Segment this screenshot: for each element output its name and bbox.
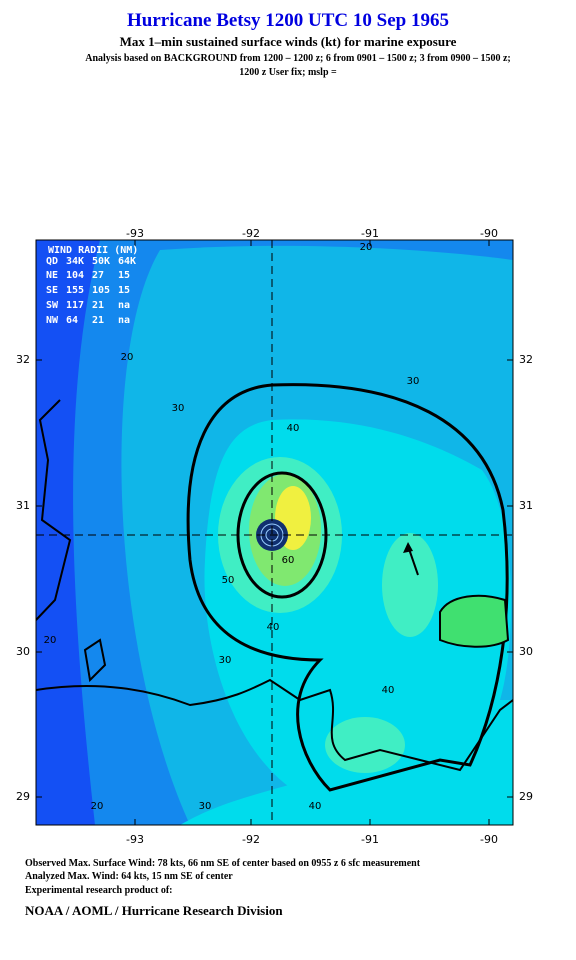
contour-34kt bbox=[186, 383, 509, 792]
lon-tick-label: -90 bbox=[480, 833, 498, 846]
lon-tick-label: -93 bbox=[126, 227, 144, 240]
lat-tick-label: 31 bbox=[519, 499, 533, 512]
lon-tick-label: -90 bbox=[480, 227, 498, 240]
contour-label: 20 bbox=[44, 635, 57, 646]
lat-tick-label: 29 bbox=[519, 790, 533, 803]
map bbox=[36, 240, 513, 825]
wind-radii-cell: 21 bbox=[92, 300, 104, 311]
wind-radii-title: WIND RADII (NM) bbox=[48, 245, 138, 256]
wind-radii-cell: 105 bbox=[92, 285, 110, 296]
wind-radii-cell: 104 bbox=[66, 270, 84, 281]
lake bbox=[439, 594, 510, 648]
experimental-note: Experimental research product of: bbox=[25, 885, 172, 896]
lat-tick-label: 29 bbox=[16, 790, 30, 803]
wind-radii-header: 34K bbox=[66, 256, 84, 267]
lon-tick-label: -93 bbox=[126, 833, 144, 846]
observed-wind: Observed Max. Surface Wind: 78 kts, 66 n… bbox=[25, 858, 421, 869]
contour-label: 20 bbox=[91, 801, 104, 812]
lon-tick-label: -92 bbox=[242, 227, 260, 240]
contour-label: 40 bbox=[287, 423, 300, 434]
title: Hurricane Betsy 1200 UTC 10 Sep 1965 bbox=[127, 10, 449, 31]
contour-label: 30 bbox=[199, 801, 212, 812]
lat-tick-label: 32 bbox=[519, 353, 533, 366]
subtitle: Max 1–min sustained surface winds (kt) f… bbox=[120, 34, 457, 49]
contour-label: 30 bbox=[407, 376, 420, 387]
wind-radii-cell: 21 bbox=[92, 315, 104, 326]
wind-radii-cell: SW bbox=[46, 300, 59, 311]
contour-label: 60 bbox=[282, 555, 295, 566]
contour-label: 40 bbox=[267, 622, 280, 633]
wind-radii-cell: 15 bbox=[118, 270, 130, 281]
analyzed-wind: Analyzed Max. Wind: 64 kts, 15 nm SE of … bbox=[25, 871, 233, 882]
coastline bbox=[36, 678, 513, 772]
contour-label: 50 bbox=[222, 575, 235, 586]
coastline bbox=[36, 399, 72, 621]
lon-tick-label: -92 bbox=[242, 833, 260, 846]
lon-tick-label: -91 bbox=[361, 833, 379, 846]
contour-label: 40 bbox=[382, 685, 395, 696]
lon-tick-label: -91 bbox=[361, 227, 379, 240]
wind-radii-cell: na bbox=[118, 300, 130, 311]
arrow-head bbox=[403, 542, 413, 553]
wind-radii-header: 50K bbox=[92, 256, 110, 267]
wind-radii-cell: 117 bbox=[66, 300, 84, 311]
contour-label: 20 bbox=[360, 242, 373, 253]
analysis-line: Analysis based on BACKGROUND from 1200 –… bbox=[85, 53, 511, 64]
lat-tick-label: 30 bbox=[16, 645, 30, 658]
wind-radii-header: QD bbox=[46, 256, 58, 267]
wind-radii-cell: 27 bbox=[92, 270, 104, 281]
wind-radii-header: 64K bbox=[118, 256, 136, 267]
zone-50 bbox=[325, 717, 405, 773]
wind-radii-cell: SE bbox=[46, 285, 58, 296]
lat-tick-label: 30 bbox=[519, 645, 533, 658]
analysis-line: 1200 z User fix; mslp = bbox=[239, 67, 337, 78]
map-frame bbox=[35, 239, 514, 826]
wind-radii-cell: 155 bbox=[66, 285, 84, 296]
wind-radii-cell: na bbox=[118, 315, 130, 326]
wind-radii-cell: 64 bbox=[66, 315, 78, 326]
contour-label: 20 bbox=[121, 352, 134, 363]
contour-label: 30 bbox=[219, 655, 232, 666]
wind-radii-cell: NE bbox=[46, 270, 58, 281]
agency: NOAA / AOML / Hurricane Research Divisio… bbox=[25, 903, 283, 918]
wind-radii-cell: NW bbox=[46, 315, 59, 326]
lat-tick-label: 32 bbox=[16, 353, 30, 366]
lake bbox=[83, 638, 107, 683]
lat-tick-label: 31 bbox=[16, 499, 30, 512]
contour-label: 40 bbox=[309, 801, 322, 812]
zone-50 bbox=[382, 533, 438, 637]
wind-radii-cell: 15 bbox=[118, 285, 130, 296]
contour-label: 30 bbox=[172, 403, 185, 414]
